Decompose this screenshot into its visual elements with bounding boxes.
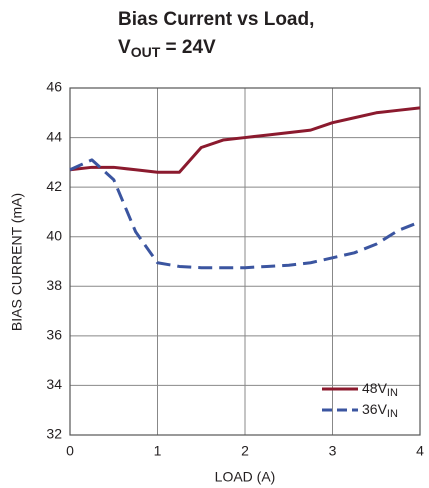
x-tick-label: 0 (66, 443, 74, 459)
y-tick-label: 40 (46, 227, 62, 243)
chart-subtitle: VOUT = 24V (118, 37, 216, 60)
legend-sub: IN (387, 387, 398, 399)
legend-sub: IN (387, 408, 398, 420)
title-main: V (118, 37, 131, 58)
legend-label: 48VIN (362, 380, 398, 399)
y-tick-label: 32 (46, 426, 62, 442)
series-line (69, 158, 421, 270)
x-tick-label: 1 (154, 443, 162, 459)
series-line (69, 106, 421, 174)
y-tick-label: 44 (46, 128, 62, 144)
x-tick-label: 3 (329, 443, 337, 459)
y-axis-label: BIAS CURRENT (mA) (9, 193, 25, 331)
plot-frame (69, 87, 421, 436)
y-tick-label: 38 (46, 277, 62, 293)
y-tick-label: 42 (46, 178, 62, 194)
chart-title: Bias Current vs Load, (118, 9, 314, 30)
x-axis-label: LOAD (A) (215, 469, 276, 485)
y-tick-label: 34 (46, 376, 62, 392)
title-rest: = 24V (160, 37, 216, 58)
y-tick-label: 36 (46, 327, 62, 343)
title-sub: OUT (131, 44, 161, 60)
legend-name: 48V (362, 380, 388, 396)
y-tick-label: 46 (46, 79, 62, 95)
x-tick-label: 2 (241, 443, 249, 459)
legend-label: 36VIN (362, 401, 398, 420)
x-tick-label: 4 (416, 443, 424, 459)
legend-name: 36V (362, 401, 388, 417)
